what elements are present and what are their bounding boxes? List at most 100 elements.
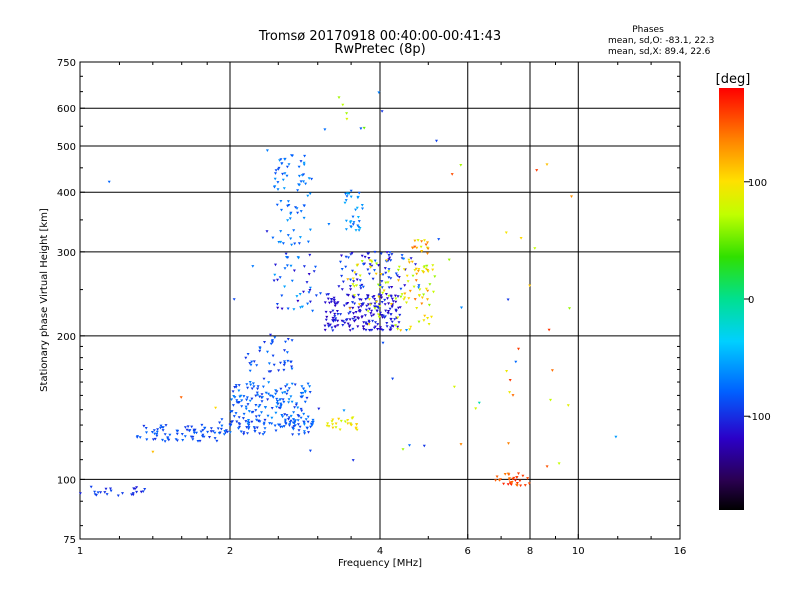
data-point <box>349 288 353 291</box>
data-point <box>519 484 523 488</box>
data-point <box>346 322 350 326</box>
data-point <box>285 264 289 267</box>
data-point <box>286 200 290 203</box>
data-point <box>408 289 412 293</box>
data-point <box>380 286 384 289</box>
data-point <box>145 438 149 441</box>
data-point <box>356 216 360 219</box>
data-point <box>308 449 312 453</box>
x-axis-ticks: 1 2 4 6 8 10 16 <box>77 62 687 557</box>
data-point <box>380 301 384 304</box>
data-point <box>286 219 290 222</box>
data-point <box>302 216 306 220</box>
data-point <box>234 384 238 387</box>
data-point <box>280 208 283 212</box>
data-point <box>254 409 258 412</box>
data-point <box>413 239 417 243</box>
data-point <box>249 363 253 367</box>
data-point <box>291 428 295 431</box>
data-point <box>412 285 416 289</box>
data-point <box>508 391 512 394</box>
data-point <box>303 432 307 435</box>
data-point <box>116 494 120 498</box>
data-point <box>263 341 266 344</box>
data-point <box>326 422 330 425</box>
data-point <box>281 242 285 245</box>
data-point <box>415 246 419 250</box>
data-point <box>277 241 281 244</box>
data-point <box>94 494 98 497</box>
data-point <box>256 385 260 388</box>
data-point <box>396 327 400 331</box>
data-point <box>131 493 135 497</box>
data-point <box>109 489 113 493</box>
stats-title: Phases <box>632 25 664 35</box>
data-point <box>508 481 512 484</box>
data-point <box>323 328 327 332</box>
data-point <box>348 310 352 314</box>
data-point <box>430 315 433 319</box>
data-point <box>397 265 401 269</box>
data-point <box>139 490 143 494</box>
data-point <box>252 360 256 363</box>
data-point <box>325 315 329 319</box>
data-point <box>257 414 261 418</box>
data-point <box>260 393 264 396</box>
data-point <box>292 425 296 428</box>
data-point <box>266 350 269 354</box>
data-point <box>422 444 426 448</box>
data-point <box>273 424 277 428</box>
data-point <box>255 426 259 430</box>
data-point <box>270 394 274 398</box>
data-point <box>327 223 331 226</box>
data-point <box>474 407 478 410</box>
colorbar-tick-label: 0 <box>748 295 754 306</box>
data-point <box>426 252 429 255</box>
data-point <box>281 398 285 401</box>
data-point <box>270 422 274 426</box>
data-point <box>244 420 248 423</box>
data-point <box>424 287 428 291</box>
data-point <box>306 302 310 306</box>
data-point <box>188 429 192 432</box>
data-point <box>396 325 400 329</box>
data-point <box>192 428 196 432</box>
data-point <box>224 429 228 432</box>
data-point <box>131 492 135 495</box>
data-point <box>357 303 361 306</box>
data-point <box>348 318 352 321</box>
data-point <box>349 189 353 193</box>
data-point <box>293 383 297 387</box>
data-point <box>330 300 333 304</box>
data-point <box>286 338 290 341</box>
data-point <box>408 328 412 331</box>
data-point <box>284 385 288 388</box>
data-point <box>355 423 358 426</box>
data-point <box>395 274 399 278</box>
data-point <box>307 431 310 434</box>
data-point <box>266 398 270 401</box>
y-tick-label: 750 <box>57 58 76 69</box>
data-point <box>362 328 366 331</box>
data-point <box>264 406 268 409</box>
data-point <box>319 292 322 295</box>
x-tick-label: 16 <box>674 546 687 557</box>
data-point <box>415 272 419 276</box>
data-point <box>323 324 327 328</box>
data-point <box>388 251 392 254</box>
data-point <box>341 324 345 327</box>
data-point <box>350 417 354 420</box>
data-point <box>283 391 287 394</box>
data-point <box>399 329 403 332</box>
data-point <box>506 472 510 476</box>
data-point <box>270 407 274 410</box>
data-point <box>414 263 417 266</box>
data-point <box>253 430 257 433</box>
data-point <box>330 298 334 301</box>
data-point <box>216 427 220 430</box>
data-point <box>495 475 499 479</box>
data-point <box>277 406 281 410</box>
data-point <box>420 250 424 253</box>
data-point <box>289 264 293 268</box>
data-point <box>248 399 252 403</box>
